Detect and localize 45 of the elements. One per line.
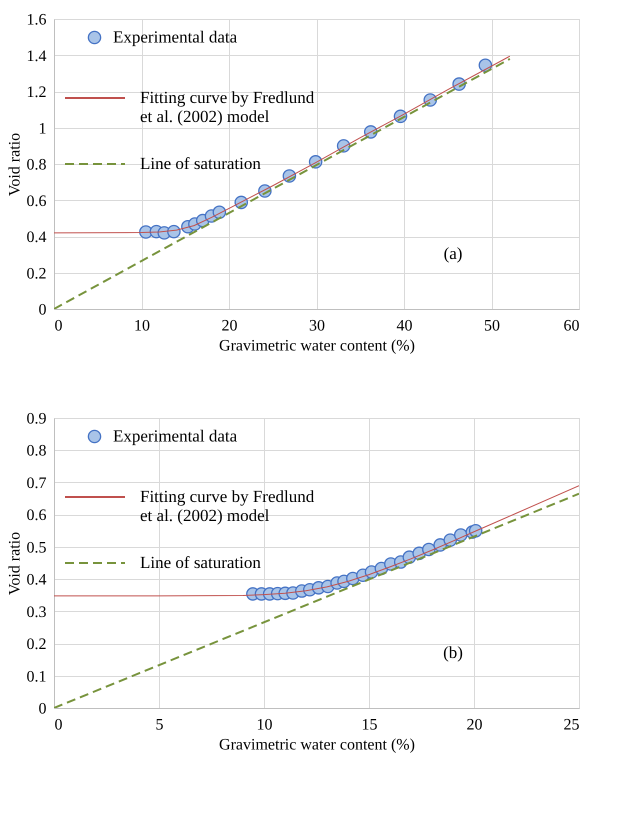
- legend-label: Line of saturation: [140, 553, 262, 572]
- y-tick-label: 1.6: [26, 12, 46, 28]
- annotation: (b): [443, 642, 463, 662]
- x-tick-label: 30: [309, 318, 325, 334]
- y-tick-label: 0.3: [26, 604, 46, 621]
- y-tick-label: 0.8: [26, 156, 46, 174]
- legend-label: Fitting curve by Fredlund et al. (2002) model: [140, 487, 315, 525]
- y-axis-title: Void ratio: [6, 132, 24, 196]
- x-axis-title: Gravimetric water content (%): [219, 338, 415, 354]
- x-tick-label: 60: [564, 318, 580, 334]
- y-tick-label: 0.2: [26, 265, 46, 282]
- legend-label: Fitting curve by Fredlund et al. (2002) model: [140, 88, 315, 126]
- y-tick-label: 0.4: [26, 229, 46, 246]
- x-tick-label: 0: [54, 318, 62, 334]
- y-tick-label: 0.7: [26, 474, 46, 492]
- y-tick-label: 0.4: [26, 572, 46, 589]
- y-axis-title: Void ratio: [6, 532, 24, 596]
- y-tick-label: 0.2: [26, 636, 46, 654]
- x-axis-title: Gravimetric water content (%): [219, 736, 415, 754]
- x-tick-label: 25: [564, 716, 580, 734]
- x-tick-label: 40: [396, 318, 412, 334]
- x-tick-label: 10: [134, 318, 150, 334]
- y-tick-label: 0.8: [26, 442, 46, 460]
- y-tick-label: 0.6: [26, 507, 46, 524]
- x-tick-label: 15: [362, 716, 378, 734]
- legend-label: Line of saturation: [140, 154, 262, 173]
- legend-label: Experimental data: [113, 28, 238, 46]
- y-tick-label: 0: [38, 700, 46, 718]
- y-tick-label: 0: [38, 302, 46, 318]
- x-tick-label: 10: [256, 716, 272, 734]
- y-tick-label: 1: [38, 120, 46, 138]
- y-tick-label: 0.5: [26, 539, 46, 556]
- x-tick-label: 20: [466, 716, 482, 734]
- annotation: (a): [444, 244, 462, 263]
- y-tick-label: 0.1: [26, 668, 46, 686]
- x-tick-label: 20: [222, 318, 238, 334]
- x-tick-label: 50: [484, 318, 500, 334]
- x-tick-label: 5: [156, 716, 164, 734]
- x-tick-label: 0: [54, 716, 62, 734]
- legend-label: Experimental data: [113, 426, 238, 446]
- y-tick-label: 1.2: [26, 84, 46, 101]
- y-tick-label: 1.4: [26, 48, 46, 65]
- y-tick-label: 0.6: [26, 192, 46, 210]
- point: [167, 224, 181, 238]
- y-tick-label: 0.9: [26, 410, 46, 428]
